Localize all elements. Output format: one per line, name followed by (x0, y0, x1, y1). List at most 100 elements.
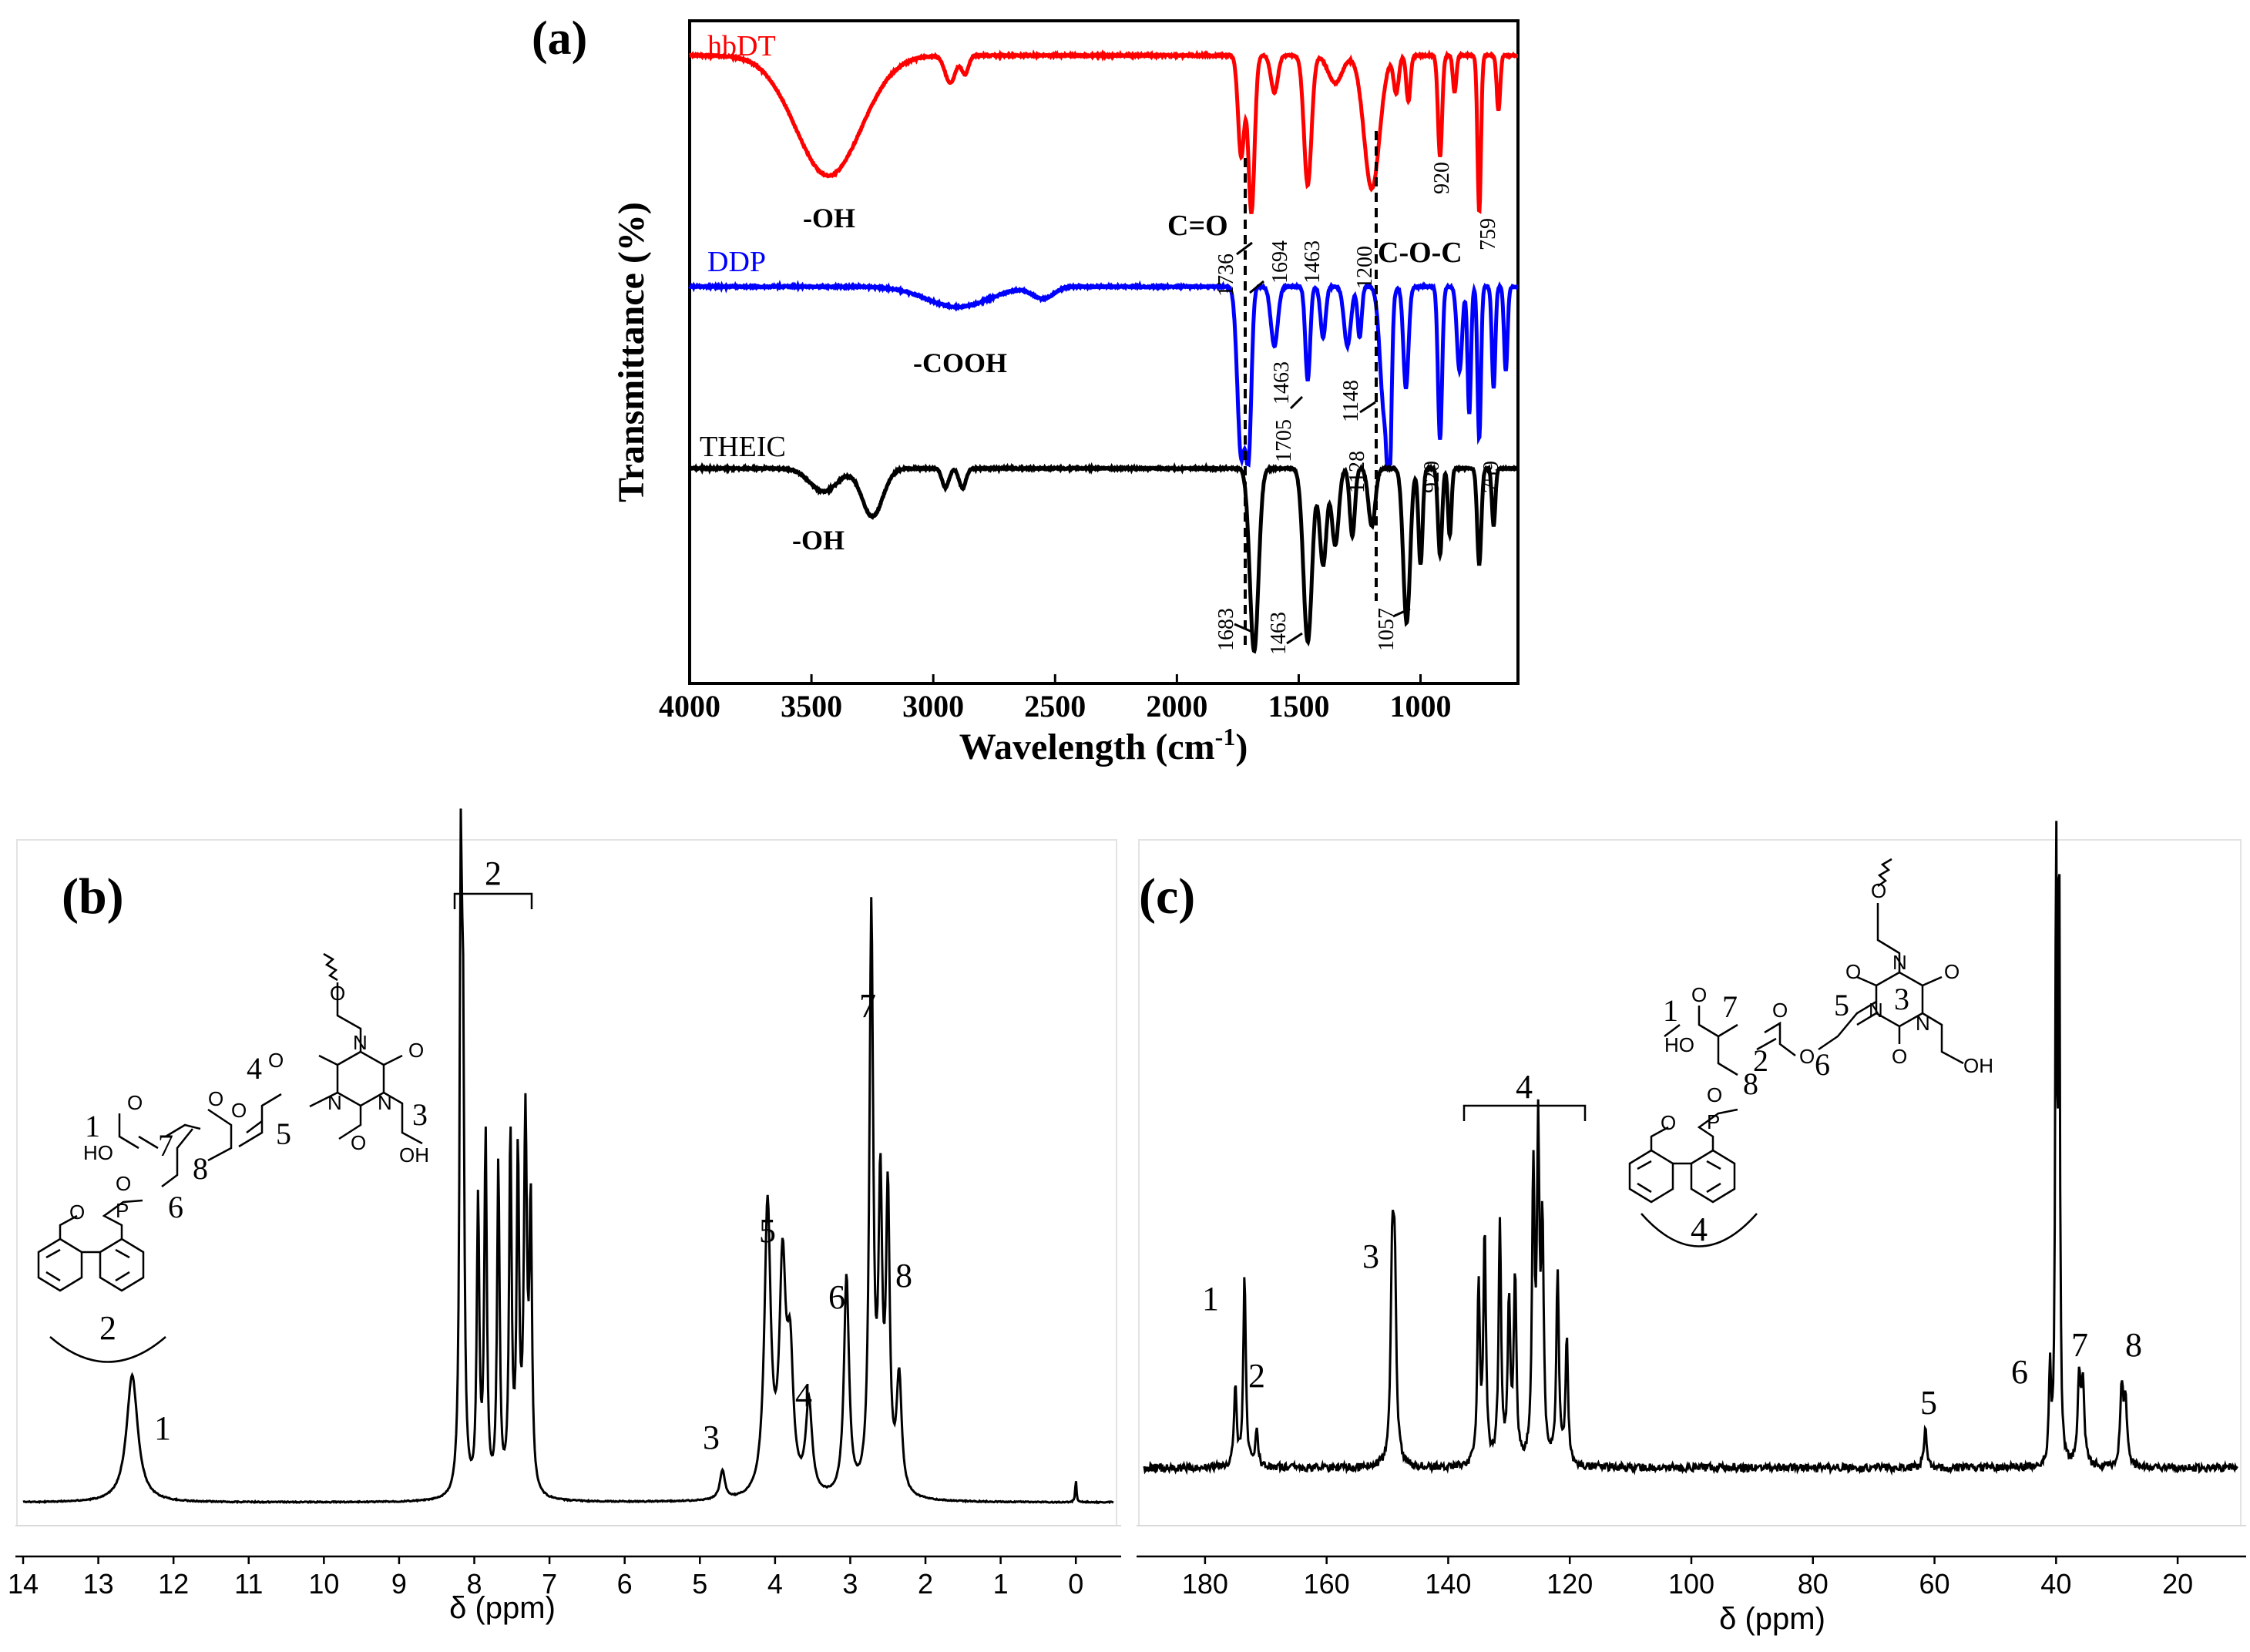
nmr-tick-label: 12 (158, 1568, 189, 1600)
cnmr-x-axis: 180 160 140 120 100 80 60 40 20 (1137, 1525, 2246, 1600)
panel-a-label: (a) (532, 12, 587, 65)
hnmr-peak-label-6: 6 (828, 1278, 845, 1316)
cnmr-peak-label-3: 3 (1362, 1237, 1379, 1275)
arc-2-label: 2 (99, 1309, 116, 1347)
cnmr-peak-label-1: 1 (1202, 1280, 1219, 1318)
hnmr-x-axis-title: δ (ppm) (449, 1591, 556, 1625)
arc-2 (49, 1336, 166, 1363)
svg-text:O: O (1707, 1083, 1722, 1106)
svg-text:N: N (353, 1031, 368, 1054)
bracket-4 (1462, 1104, 1587, 1121)
ftir-plot-frame (688, 19, 1520, 685)
nmr-tick-label: 100 (1668, 1568, 1714, 1600)
legend-hbDT: hbDT (707, 30, 776, 62)
svg-text:O: O (231, 1099, 247, 1122)
svg-text:O: O (1661, 1111, 1676, 1134)
cnmr-peak-label-6: 6 (2011, 1353, 2028, 1391)
nmr-tick-label: 6 (617, 1568, 633, 1600)
cnmr-peak-label-7: 7 (2071, 1326, 2088, 1364)
nmr-tick-label: 3 (842, 1568, 858, 1600)
svg-text:O: O (1799, 1045, 1815, 1068)
nmr-tick-label: 14 (8, 1568, 39, 1600)
arc-4-label: 4 (1691, 1210, 1708, 1248)
peak-DDP-920: 920 (1420, 461, 1444, 493)
svg-text:N: N (1892, 951, 1907, 974)
cnmr-spectrum (1143, 821, 2238, 1476)
nmr-tick-label: 80 (1798, 1568, 1829, 1600)
svg-text:O: O (69, 1200, 85, 1224)
structure-b-atoms: O N O N N O O OH O O HO O P O O (69, 982, 429, 1224)
peak-THEIC-1683: 1683 (1214, 608, 1238, 651)
svg-text:8: 8 (1743, 1066, 1758, 1101)
nmr-tick-label: 140 (1425, 1568, 1471, 1600)
peak-hbDT-920: 920 (1430, 162, 1454, 194)
nmr-tick-label: 10 (308, 1568, 339, 1600)
ftir-x-axis: 4000 3500 3000 2500 2000 1500 1000 (659, 674, 1452, 724)
nmr-tick-label: 13 (83, 1568, 114, 1600)
peak-DDP-1128: 1128 (1345, 451, 1369, 493)
nmr-trace (1143, 821, 2238, 1476)
svg-text:O: O (351, 1131, 366, 1154)
hnmr-peak-label-4: 4 (795, 1376, 812, 1414)
legend-DDP: DDP (707, 246, 766, 278)
panel-a: (a) 4000 3500 3000 2500 2000 1500 1000 Wavelen… (532, 12, 1520, 767)
peak-hbDT-1694: 1694 (1268, 240, 1292, 284)
svg-text:N: N (1869, 999, 1883, 1022)
svg-text:3: 3 (412, 1097, 428, 1132)
panel-b-label: (b) (62, 868, 124, 925)
band-label-coc: C-O-C (1378, 237, 1462, 269)
svg-text:N: N (1916, 1012, 1930, 1035)
peak-THEIC-1463: 1463 (1267, 612, 1291, 655)
peak-DDP-759: 759 (1479, 461, 1503, 493)
arrow-1736 (1236, 241, 1253, 256)
nmr-tick-label: 60 (1919, 1568, 1950, 1600)
nmr-tick-label: 2 (918, 1568, 933, 1600)
ftir-series-hbDT (688, 49, 1518, 215)
peak-DDP-1705: 1705 (1272, 419, 1296, 462)
nmr-tick-label: 4 (767, 1568, 783, 1600)
ftir-y-axis-title: Transmittance (%) (611, 202, 652, 502)
panel-c: (c) 180 160 140 120 100 80 60 40 20 δ (ppm) 4 1 … (1137, 821, 2246, 1636)
svg-text:O: O (1892, 1045, 1907, 1068)
nmr-tick-label: 180 (1182, 1568, 1228, 1600)
ftir-tick-label: 3000 (902, 689, 964, 724)
band-label-cooh: -COOH (913, 348, 1007, 378)
bracket-2-label: 2 (485, 855, 502, 892)
svg-text:O: O (116, 1172, 131, 1195)
nmr-tick-label: 7 (542, 1568, 557, 1600)
nmr-tick-label: 5 (692, 1568, 707, 1600)
svg-text:6: 6 (1815, 1047, 1830, 1082)
svg-text:1: 1 (85, 1109, 100, 1143)
panel-b: (b) 14 13 12 11 10 9 8 7 6 5 4 3 2 1 0 δ (ppm) 2 1 3 4… (8, 808, 1121, 1625)
arrow-THEIC-1463 (1286, 632, 1303, 645)
peak-hbDT-1736: 1736 (1214, 254, 1238, 297)
bracket-2 (453, 892, 533, 909)
svg-text:HO: HO (1664, 1033, 1694, 1056)
cnmr-frame (1138, 839, 2242, 1526)
svg-text:2: 2 (1753, 1043, 1768, 1078)
structure-c-numbers: 1 7 5 3 2 6 8 (1663, 982, 1909, 1101)
svg-text:8: 8 (193, 1151, 208, 1186)
hnmr-peak-label-3: 3 (703, 1419, 720, 1456)
svg-text:O: O (208, 1087, 223, 1110)
svg-text:O: O (1691, 983, 1707, 1006)
ftir-series-THEIC (689, 462, 1520, 654)
svg-text:O: O (1772, 999, 1788, 1022)
arrow-THEIC-1057 (1392, 607, 1411, 618)
peak-hbDT-1463: 1463 (1301, 240, 1325, 284)
ftir-tick-label: 1500 (1268, 689, 1329, 724)
peak-DDP-1148: 1148 (1339, 380, 1363, 422)
hnmr-x-axis: 14 13 12 11 10 9 8 7 6 5 4 3 2 1 0 (8, 1525, 1121, 1600)
hnmr-peak-label-8: 8 (895, 1257, 912, 1294)
svg-text:P: P (1707, 1110, 1720, 1133)
ftir-tick-label: 1000 (1390, 689, 1452, 724)
svg-text:1: 1 (1663, 993, 1678, 1028)
svg-text:3: 3 (1894, 982, 1909, 1016)
ftir-tick-label: 2500 (1024, 689, 1086, 724)
svg-text:OH: OH (399, 1143, 429, 1167)
cnmr-peak-label-2: 2 (1248, 1357, 1265, 1395)
hnmr-spectrum (22, 808, 1114, 1505)
ftir-curves (688, 49, 1520, 654)
nmr-tick-label: 1 (993, 1568, 1009, 1600)
